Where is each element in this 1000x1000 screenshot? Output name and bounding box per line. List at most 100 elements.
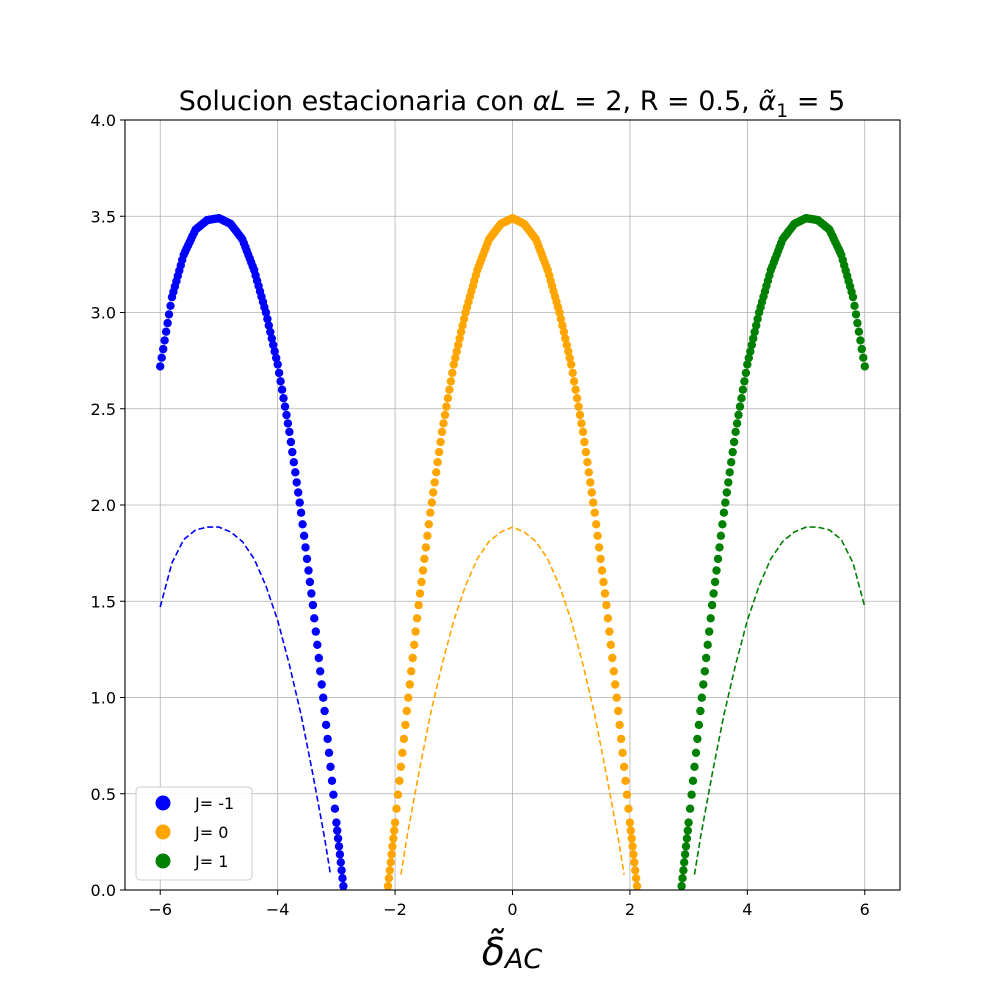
data-point xyxy=(411,627,420,636)
data-point xyxy=(285,427,294,437)
data-point xyxy=(454,340,463,350)
y-tick-label: 1.0 xyxy=(91,689,116,708)
data-point xyxy=(678,874,687,883)
data-point xyxy=(320,706,329,716)
data-point xyxy=(731,427,740,437)
data-point xyxy=(713,554,723,564)
data-point xyxy=(301,543,310,552)
data-point xyxy=(417,577,426,587)
data-point xyxy=(421,543,431,552)
data-point xyxy=(383,881,393,891)
data-point xyxy=(280,402,290,411)
data-point xyxy=(274,368,284,378)
data-point xyxy=(390,826,399,835)
data-point xyxy=(298,520,307,529)
data-point xyxy=(398,748,407,757)
data-point xyxy=(572,394,582,403)
data-point xyxy=(442,402,451,411)
data-point xyxy=(608,653,617,663)
data-point xyxy=(264,321,273,330)
data-point xyxy=(856,336,865,345)
data-point xyxy=(724,478,733,487)
data-point xyxy=(699,680,708,689)
data-point xyxy=(606,640,615,649)
data-point xyxy=(414,600,423,610)
data-point xyxy=(729,437,739,447)
data-point xyxy=(282,410,291,420)
data-point xyxy=(316,667,325,676)
data-point xyxy=(624,804,633,813)
x-axis-label-symbol: δ̃ xyxy=(482,929,505,974)
data-point xyxy=(719,508,729,517)
data-point xyxy=(337,866,346,875)
data-point xyxy=(423,531,432,540)
data-point xyxy=(851,310,861,319)
x-tick-label: 6 xyxy=(860,900,870,919)
data-point xyxy=(741,368,751,378)
data-point xyxy=(396,762,406,771)
data-point xyxy=(571,385,580,394)
data-point xyxy=(707,600,717,610)
data-point xyxy=(310,614,319,623)
legend-label: J= 1 xyxy=(194,852,228,871)
data-point xyxy=(693,734,702,744)
data-point xyxy=(569,377,579,386)
data-point xyxy=(725,468,734,477)
data-point xyxy=(307,589,316,598)
data-point xyxy=(580,437,589,447)
data-point xyxy=(859,353,868,362)
data-point xyxy=(602,600,611,610)
x-tick-label: −2 xyxy=(383,900,407,919)
data-point xyxy=(402,706,411,716)
data-point xyxy=(288,447,297,457)
data-point xyxy=(163,318,172,328)
data-point xyxy=(392,804,401,813)
legend: J= -1 J= 0 J= 1 xyxy=(135,786,253,881)
data-point xyxy=(412,614,422,623)
data-point xyxy=(628,842,637,851)
title-param2-sub: 1 xyxy=(776,100,788,122)
data-point xyxy=(269,340,278,350)
data-point xyxy=(854,327,864,336)
data-point xyxy=(338,874,347,883)
dashed-curve xyxy=(693,526,866,875)
data-point xyxy=(164,310,174,319)
data-point xyxy=(594,543,604,552)
data-point xyxy=(703,640,712,649)
y-tick-label: 2.0 xyxy=(91,496,116,515)
marker-series xyxy=(383,214,642,891)
dashed-curve xyxy=(400,526,625,875)
data-point xyxy=(853,318,862,328)
data-point xyxy=(393,790,403,799)
data-point xyxy=(727,458,736,467)
data-point xyxy=(443,394,453,403)
data-point xyxy=(272,353,281,363)
data-point xyxy=(289,458,298,467)
data-point xyxy=(445,385,454,394)
data-point xyxy=(449,360,458,369)
legend-marker xyxy=(155,853,171,869)
data-point xyxy=(159,344,168,354)
data-point xyxy=(857,344,866,354)
data-point xyxy=(302,554,312,564)
data-point xyxy=(631,866,640,875)
data-point xyxy=(680,858,689,867)
data-point xyxy=(632,881,642,891)
data-point xyxy=(592,520,601,529)
data-point xyxy=(434,447,444,457)
data-point xyxy=(299,531,309,540)
x-axis-label: δ̃AC xyxy=(482,929,543,975)
x-tick-label: 2 xyxy=(625,900,635,919)
data-point xyxy=(415,589,425,598)
data-point xyxy=(388,842,397,851)
data-point xyxy=(747,340,756,350)
data-point xyxy=(385,866,394,875)
data-point xyxy=(334,842,344,851)
data-point xyxy=(401,720,410,730)
y-tick-label: 2.5 xyxy=(91,400,116,419)
data-point xyxy=(848,292,858,302)
data-point xyxy=(317,680,326,689)
data-point xyxy=(279,394,288,403)
legend-label: J= 0 xyxy=(194,823,228,842)
data-point xyxy=(564,347,573,356)
